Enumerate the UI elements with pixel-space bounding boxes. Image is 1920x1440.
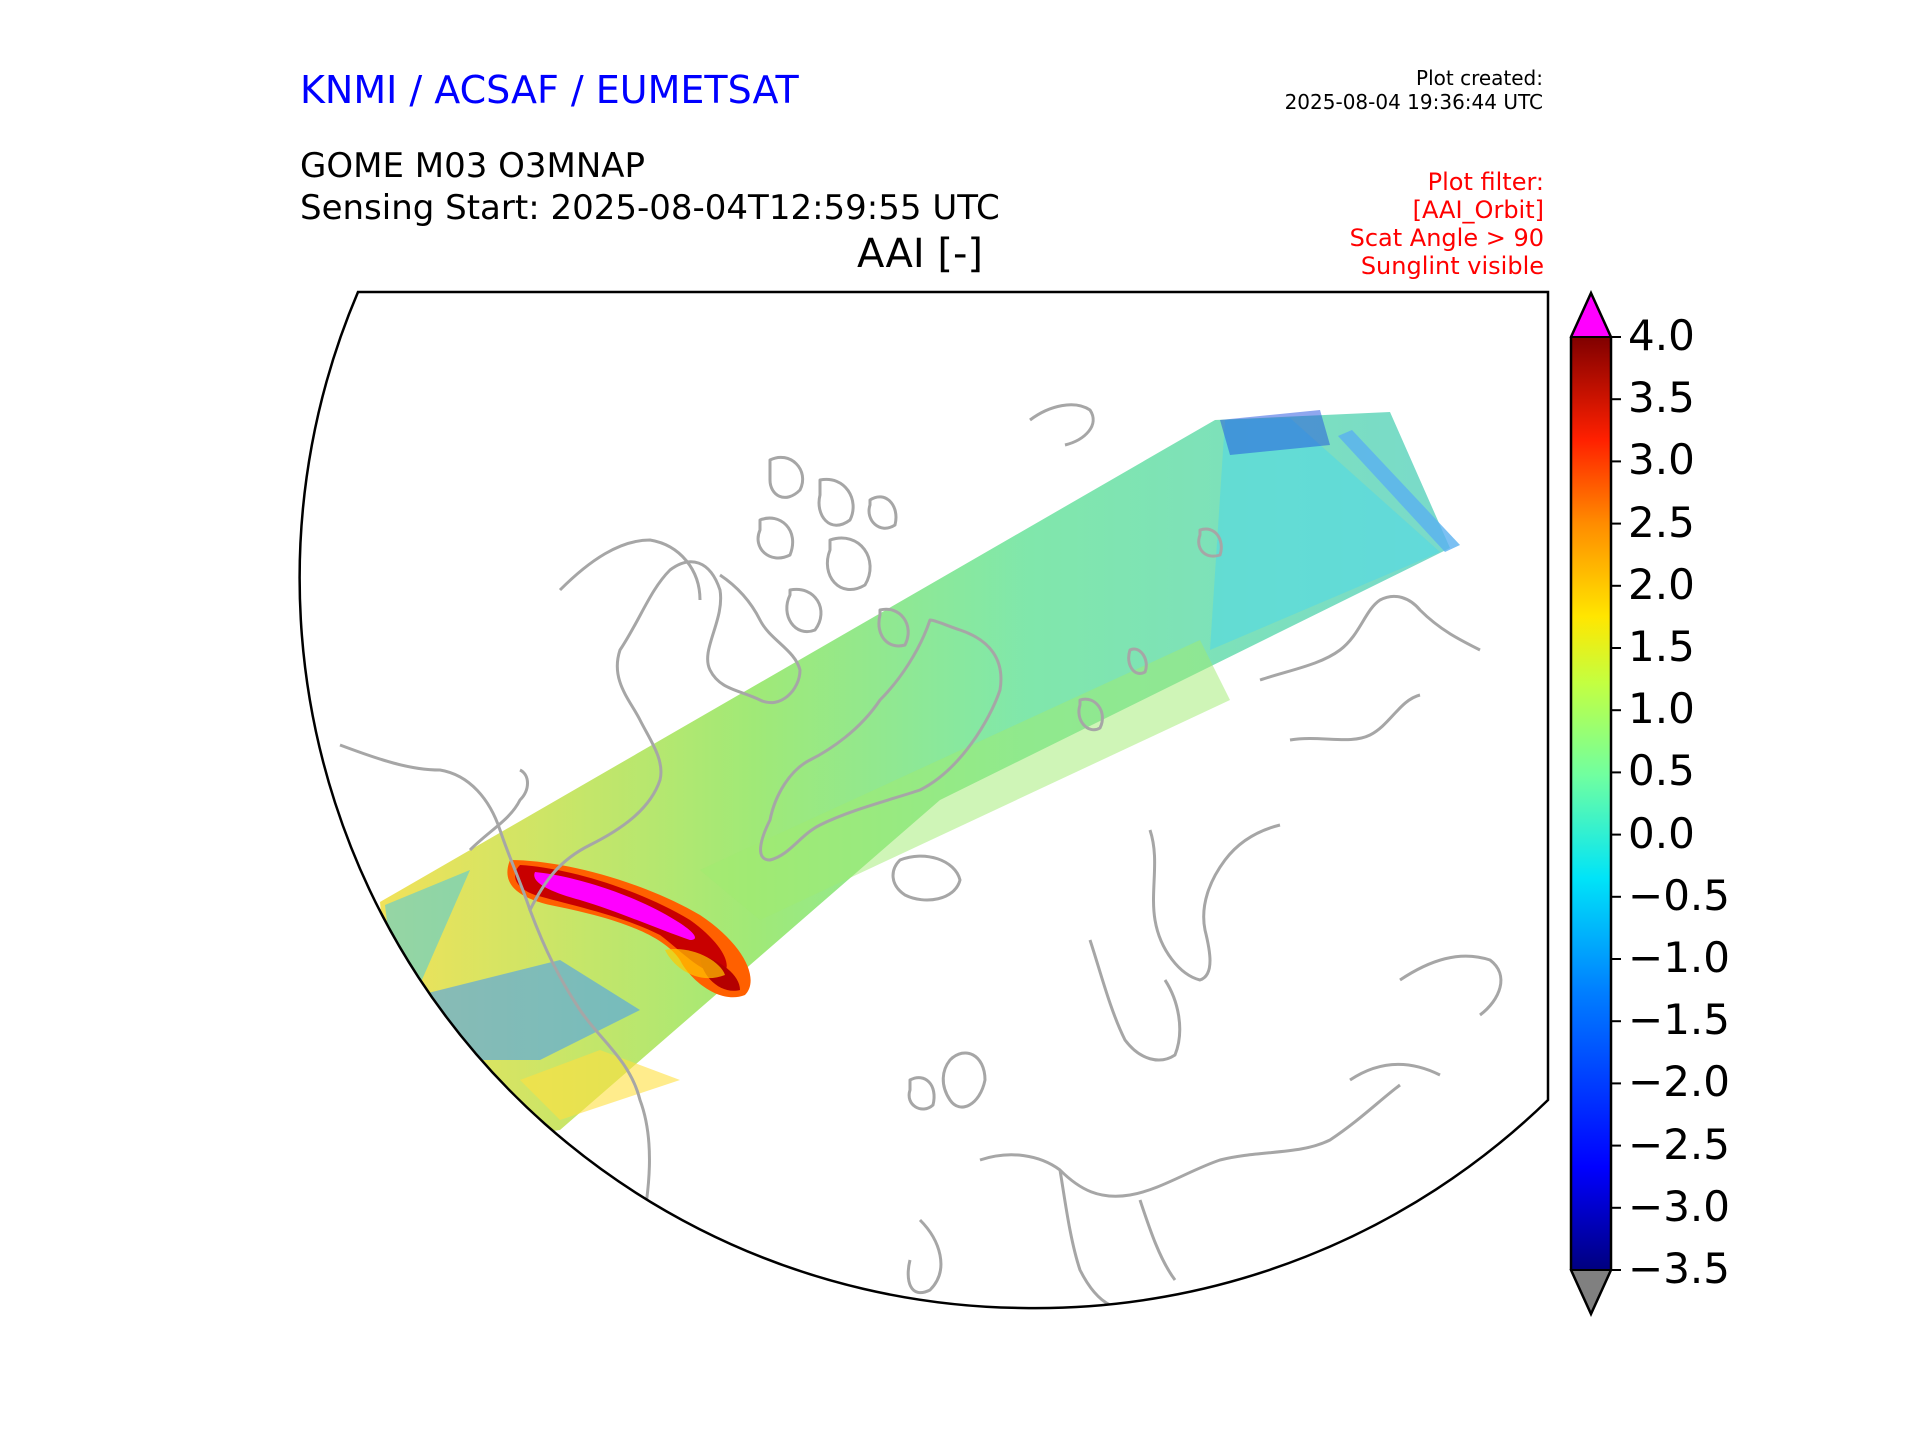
aai-swath	[380, 410, 1460, 1140]
colorbar-tick-label: 1.5	[1628, 622, 1695, 671]
plot-filter-sunglint: Sunglint visible	[1360, 252, 1544, 280]
organization-title: KNMI / ACSAF / EUMETSAT	[300, 68, 799, 112]
product-title: GOME M03 O3MNAP	[300, 146, 646, 186]
colorbar-tick-label: −2.0	[1628, 1057, 1730, 1107]
colorbar-tick-label: 0.5	[1628, 746, 1695, 796]
colorbar-tick-label: 4.0	[1628, 311, 1695, 360]
colorbar	[1569, 289, 1621, 1318]
colorbar-tick-label: −0.5	[1628, 870, 1730, 920]
map-area	[298, 290, 1550, 1310]
plot-filter-orbit: [AAI_Orbit]	[1412, 196, 1544, 224]
colorbar-tick-label: 3.5	[1628, 373, 1695, 423]
colorbar-tick-label: 0.0	[1628, 808, 1695, 858]
colorbar-tick-label: 2.5	[1628, 497, 1695, 547]
plot-created-time: 2025-08-04 19:36:44 UTC	[1284, 90, 1543, 114]
map-frame	[298, 290, 1550, 1310]
plot-filter-heading: Plot filter:	[1427, 168, 1544, 196]
colorbar-gradient	[1571, 337, 1611, 1270]
plot-created-label: Plot created:	[1416, 66, 1543, 90]
colorbar-tick-label: −3.0	[1628, 1181, 1730, 1231]
colorbar-tick-label: 3.0	[1628, 435, 1695, 485]
colorbar-tick-label: 2.0	[1628, 559, 1695, 609]
plot-filter-scat-angle: Scat Angle > 90	[1349, 224, 1544, 252]
colorbar-tick-label: −1.0	[1628, 933, 1730, 982]
colorbar-under-extend	[1569, 1269, 1613, 1317]
sensing-start: Sensing Start: 2025-08-04T12:59:55 UTC	[300, 188, 1000, 228]
colorbar-tick-label: −3.5	[1628, 1244, 1730, 1293]
colorbar-tick-label: 1.0	[1628, 684, 1695, 734]
colorbar-over-extend	[1569, 290, 1613, 338]
colorbar-ticks	[1611, 336, 1621, 1271]
colorbar-tick-label: −2.5	[1628, 1119, 1730, 1169]
variable-title: AAI [-]	[857, 231, 983, 277]
colorbar-tick-label: −1.5	[1628, 995, 1730, 1045]
coastlines	[339, 403, 1503, 1307]
